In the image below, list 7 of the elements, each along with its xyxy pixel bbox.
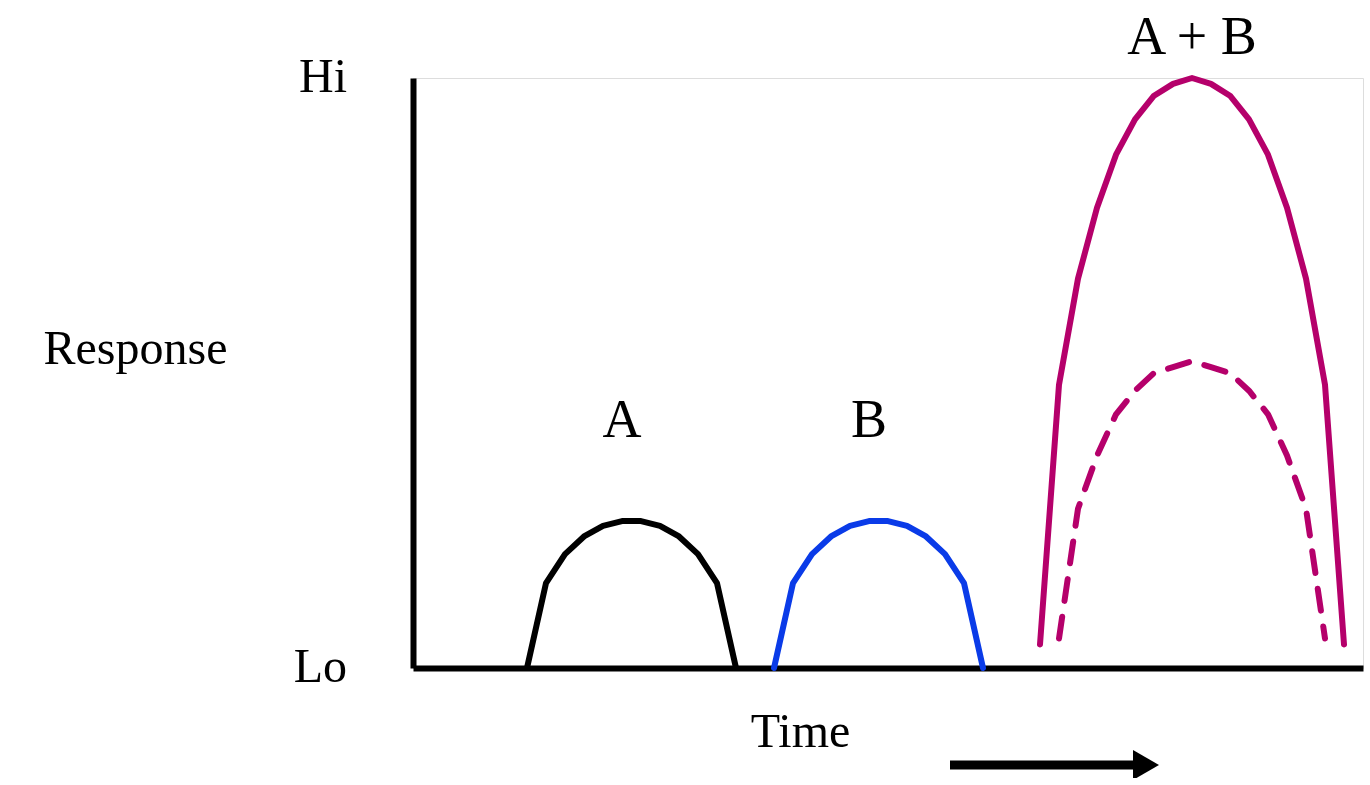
y-axis-title: Response [43,320,228,374]
series-label: A [602,389,642,450]
series-label: B [850,389,888,450]
series-label: A + B [1127,6,1257,66]
text: Hi [299,49,347,102]
text: Lo [293,639,347,692]
x-axis-title: Time [750,703,851,757]
